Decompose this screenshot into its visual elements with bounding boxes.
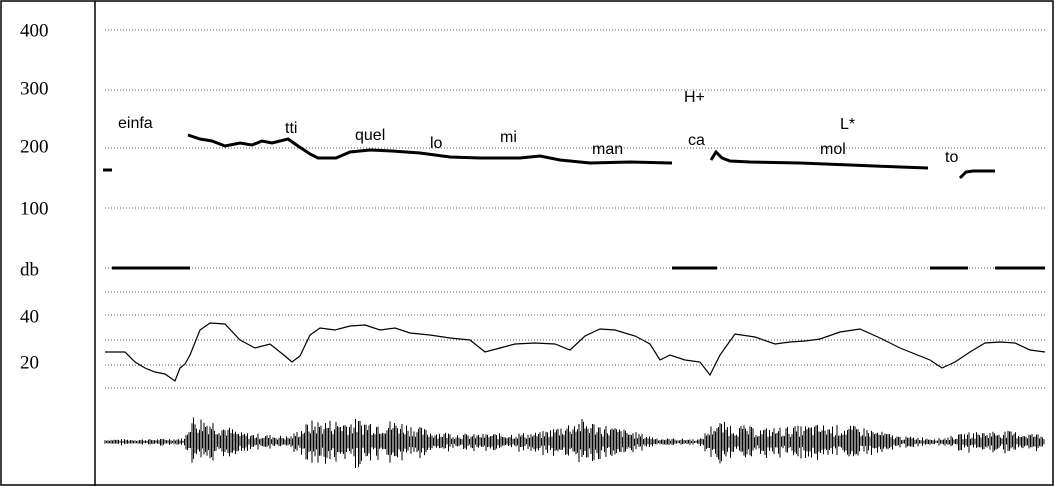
syllable: tti [285,120,297,137]
syllable: man [592,141,623,158]
syllables: einfa tti quel lo mi man ca mol to H+ L* [118,89,958,166]
axis-label: db [20,259,39,280]
axis-labels: 400 300 200 100 db 40 20 [20,20,49,373]
syllable: to [945,149,958,166]
syllable: quel [355,127,385,144]
syllable: einfa [118,115,153,132]
syllable: mi [500,129,517,146]
syllable: mol [820,141,846,158]
syllable: ca [688,132,705,149]
axis-label: 400 [20,20,49,41]
pitch-contour [103,133,995,180]
intensity-curve [105,322,1046,382]
axis-label: 40 [20,306,39,327]
axis-label: 200 [20,136,49,157]
syllable: lo [430,135,443,152]
guide-lines [105,29,1045,389]
tone-label: H+ [684,89,705,106]
waveform [104,417,1045,469]
axis-label: 300 [20,78,49,99]
axis-label: 20 [20,352,39,373]
tone-label: L* [840,116,855,133]
axis-label: 100 [20,198,49,219]
